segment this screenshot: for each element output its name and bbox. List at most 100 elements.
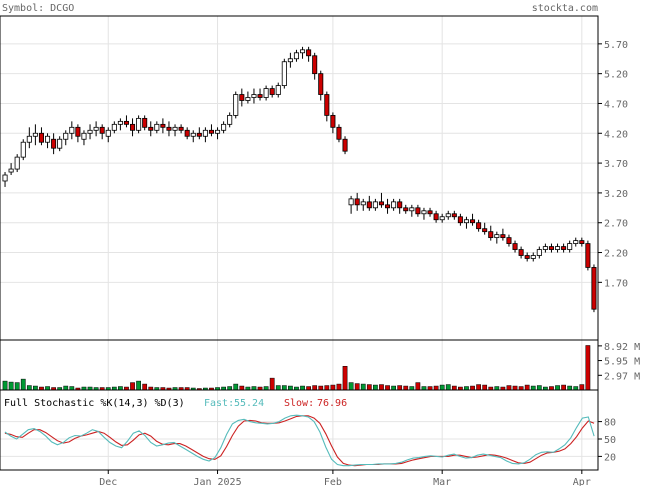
volume-bar [373,384,378,391]
brand-label: stockta.com [532,3,598,14]
candle-down [476,222,482,230]
candle-down [51,138,57,149]
fast-value: 55.24 [234,398,264,409]
candle-up [111,123,117,131]
candle-up [45,135,51,143]
volume-bar [470,385,475,391]
price-tick-label: 3.70 [604,159,628,170]
candle-down [75,126,81,137]
candle-up [445,213,451,218]
candle-up [227,114,233,125]
candle-up [105,129,111,137]
volume-tick-label: 5.95 M [604,357,640,368]
candle-up [530,255,536,259]
volume-bar [239,385,245,391]
volume-bar [445,384,451,391]
candle-up [2,174,8,182]
x-tick-label: Apr [573,477,591,486]
candle-up [360,201,366,206]
stochastic-lines [4,414,595,467]
volume-bar [275,385,281,391]
stochastic-tick-label: 80 [604,418,616,429]
volume-bar [8,381,14,391]
candle-down [239,94,245,101]
volume-bar [336,383,342,391]
candle-up [293,52,299,60]
price-tick-label: 2.20 [604,249,628,260]
candle-up [439,216,445,221]
candle-up [26,135,32,143]
candle-down [512,243,518,250]
candle-down [196,132,202,137]
candle-down [506,237,512,244]
candle-up [275,85,281,95]
candle-down [166,126,172,131]
candle-down [354,198,360,206]
candle-up [555,246,561,250]
volume-bar [451,385,457,391]
stochastic-tick-label: 20 [604,452,616,463]
volume-bar [494,386,500,391]
volume-bar [573,386,579,391]
volume-bar [318,385,324,391]
candle-up [202,129,208,137]
volume-bar [263,386,269,391]
candle-up [63,132,69,140]
volume-bar [288,385,293,391]
candle-up [221,123,227,131]
candle-down [403,207,409,212]
candle-down [330,114,336,128]
candle-up [567,243,573,250]
volume-bar [427,386,433,391]
candle-down [591,267,597,310]
volume-bar [118,386,123,391]
candle-down [342,138,348,152]
candle-down [318,73,324,95]
slow-label: Slow: [284,398,314,409]
x-tick-label: Dec [99,477,117,486]
price-x-grid [107,16,583,340]
candle-down [148,126,154,131]
candle-down [160,123,166,128]
candle-down [470,219,476,224]
candle-down [324,94,330,116]
candle-down [99,126,105,134]
candle-up [233,94,239,116]
candle-up [14,156,20,170]
volume-bar [2,380,8,391]
x-tick-label: Feb [324,477,342,486]
volume-bar [300,385,305,391]
volume-bar [348,382,354,391]
candle-up [8,168,14,173]
volume-bar [512,385,518,391]
stochastic-y-axis: 80 50 20 [598,418,616,463]
volume-bar [530,385,536,391]
x-tick-label: Mar [433,477,451,486]
candle-down [385,204,391,209]
stochastic-fast-line [4,414,595,467]
candle-up [81,132,87,140]
slow-value: 76.96 [317,398,347,409]
candle-up [57,138,63,149]
candle-up [87,129,93,134]
candle-down [397,201,403,209]
volume-bar [45,386,50,391]
volume-bar [482,384,488,391]
candle-up [573,240,579,244]
volume-bar [506,385,512,391]
volume-bar [251,386,257,391]
price-tick-label: 3.20 [604,189,628,200]
candle-up [215,129,221,134]
candle-down [451,213,457,218]
volume-bar [14,382,20,391]
stochastic-tick-label: 50 [604,435,616,446]
candle-down [518,249,524,256]
volume-tick-label: 2.97 M [604,371,640,382]
price-tick-label: 4.20 [604,129,628,140]
price-candles [2,46,597,313]
x-tick-label: Jan 2025 [193,477,241,486]
candle-down [561,246,567,250]
candle-up [136,117,142,131]
candle-up [251,94,257,98]
candle-up [287,58,293,63]
